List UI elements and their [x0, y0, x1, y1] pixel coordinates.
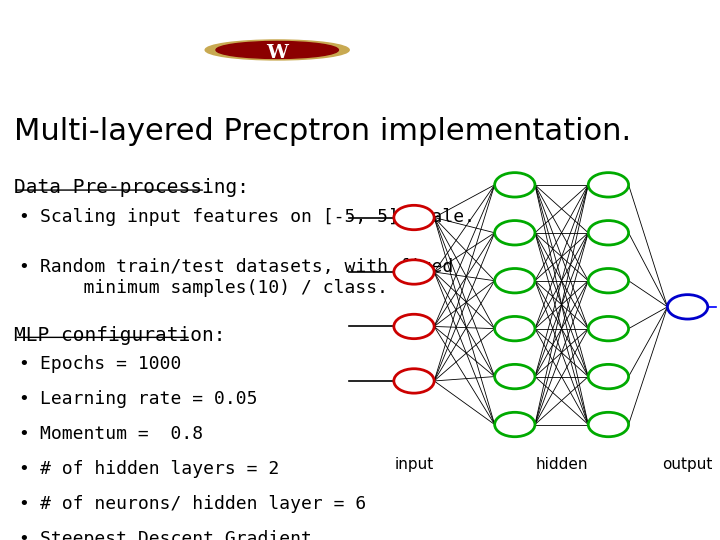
Circle shape — [495, 364, 535, 389]
Circle shape — [588, 364, 629, 389]
Text: # of neurons/ hidden layer = 6: # of neurons/ hidden layer = 6 — [40, 495, 366, 512]
Circle shape — [495, 268, 535, 293]
Text: THE UNIVERSITY: THE UNIVERSITY — [318, 21, 402, 30]
Text: Random train/test datasets, with fixed
    minimum samples(10) / class.: Random train/test datasets, with fixed m… — [40, 258, 453, 297]
Circle shape — [394, 260, 434, 284]
Text: WISCONSIN: WISCONSIN — [273, 56, 447, 80]
Circle shape — [216, 42, 338, 58]
Text: Epochs = 1000: Epochs = 1000 — [40, 355, 181, 373]
Text: •: • — [18, 425, 29, 443]
Circle shape — [588, 413, 629, 437]
Circle shape — [394, 314, 434, 339]
Text: W: W — [266, 44, 288, 62]
Circle shape — [588, 316, 629, 341]
Text: •: • — [18, 390, 29, 408]
Circle shape — [667, 295, 708, 319]
Text: •: • — [18, 208, 29, 226]
Text: MLP configuration:: MLP configuration: — [14, 326, 226, 345]
Circle shape — [205, 40, 349, 60]
Text: •: • — [18, 460, 29, 478]
Text: input: input — [395, 457, 433, 472]
Circle shape — [588, 173, 629, 197]
Circle shape — [588, 268, 629, 293]
Circle shape — [394, 369, 434, 393]
Text: output: output — [662, 457, 713, 472]
Text: •: • — [18, 495, 29, 512]
Circle shape — [495, 316, 535, 341]
Circle shape — [495, 173, 535, 197]
Text: M A D I S O N: M A D I S O N — [328, 85, 392, 94]
Text: Multi-layered Precptron implementation.: Multi-layered Precptron implementation. — [14, 117, 631, 146]
Circle shape — [495, 413, 535, 437]
Text: Scaling input features on [-5, 5] scale.: Scaling input features on [-5, 5] scale. — [40, 208, 474, 226]
Circle shape — [394, 205, 434, 229]
Text: Learning rate = 0.05: Learning rate = 0.05 — [40, 390, 257, 408]
Text: hidden: hidden — [536, 457, 588, 472]
Text: Data Pre-processing:: Data Pre-processing: — [14, 178, 249, 197]
Circle shape — [495, 220, 535, 245]
Text: •: • — [18, 530, 29, 540]
Text: •: • — [18, 355, 29, 373]
Text: Momentum =  0.8: Momentum = 0.8 — [40, 425, 203, 443]
Text: of: of — [356, 41, 364, 49]
Text: •: • — [18, 258, 29, 276]
Text: # of hidden layers = 2: # of hidden layers = 2 — [40, 460, 279, 478]
Circle shape — [588, 220, 629, 245]
Text: Steepest Descent Gradient.: Steepest Descent Gradient. — [40, 530, 323, 540]
